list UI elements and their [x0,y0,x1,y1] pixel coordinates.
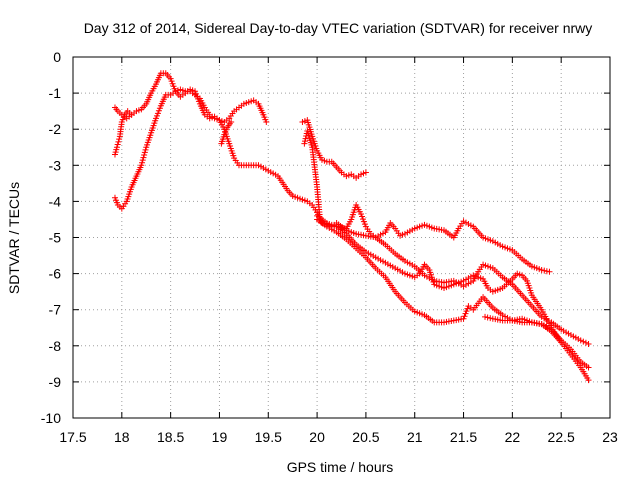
y-tick-label: -5 [49,230,62,246]
y-tick-label: -2 [49,121,62,137]
y-tick-label: -7 [49,302,62,318]
x-tick-label: 18.5 [157,429,184,445]
data-point [359,213,366,220]
data-point [360,218,367,225]
data-point [128,111,135,118]
data-point [462,310,469,317]
data-point [585,364,592,371]
data-point [546,268,553,275]
series-track-10 [333,223,592,384]
y-axis-label: SDTVAR / TECUs [6,182,22,294]
data-point [141,149,148,156]
data-point [482,313,489,320]
x-tick-label: 21 [407,429,423,445]
data-point [301,140,308,147]
series-track-11 [482,313,565,346]
data-point [263,118,270,125]
data-point [114,141,121,148]
data-point [558,339,565,346]
ticks: 17.5 18 18.5 19 19.5 20 20.5 21 21.5 22 22.5 23 0 -1 -… [41,49,618,445]
data-point [301,138,308,145]
y-tick-label: -4 [49,193,62,209]
data-point [302,135,309,142]
data-point [154,110,161,117]
data-point [116,136,123,143]
x-tick-label: 21.5 [450,429,477,445]
data-point [362,169,369,176]
y-tick-label: -6 [49,266,62,282]
y-tick-label: -8 [49,338,62,354]
data-point [140,154,147,161]
data-point [153,112,160,119]
data-point [464,305,471,312]
data-point [541,267,548,274]
series-track-4 [218,118,235,147]
y-tick-label: 0 [53,49,61,65]
data-point [577,337,584,344]
data-point [170,83,177,90]
data-points [111,70,592,384]
data-point [585,340,592,347]
data-point [169,80,176,87]
data-point [484,314,491,321]
data-point [460,315,467,322]
data-point [139,159,146,166]
data-point [487,315,494,322]
data-point [582,339,589,346]
data-point [115,138,122,145]
y-tick-label: -1 [49,85,62,101]
data-point [139,157,146,164]
chart-title: Day 312 of 2014, Sidereal Day-to-day VTE… [84,20,593,36]
x-tick-label: 18 [114,429,130,445]
x-axis-label: GPS time / hours [287,459,394,475]
x-tick-label: 20.5 [352,429,379,445]
data-point [463,308,470,315]
data-point [168,78,175,85]
y-tick-label: -9 [49,374,62,390]
x-tick-label: 19.5 [255,429,282,445]
data-point [155,107,162,114]
series-track-6 [301,128,324,223]
data-point [359,216,366,223]
data-point [141,151,148,158]
x-tick-label: 23 [602,429,618,445]
y-tick-label: -3 [49,157,62,173]
data-point [167,75,174,82]
data-point [228,118,235,125]
x-tick-label: 17.5 [59,429,86,445]
data-point [461,313,468,320]
data-point [538,266,545,273]
data-point [358,211,365,218]
x-tick-label: 19 [212,429,228,445]
x-tick-label: 22 [505,429,521,445]
x-tick-label: 20 [309,429,325,445]
data-point [156,105,163,112]
y-tick-label: -10 [41,410,61,426]
data-point [113,144,120,151]
data-point [543,268,550,275]
data-point [361,221,368,228]
data-point [580,338,587,345]
data-point [138,162,145,169]
data-point [193,90,200,97]
data-point [585,377,592,384]
series-track-3 [111,108,135,158]
data-point [142,146,149,153]
series-track-5 [299,117,369,181]
data-point [152,115,159,122]
x-tick-label: 22.5 [548,429,575,445]
data-point [171,85,178,92]
series-track-2 [111,86,321,216]
